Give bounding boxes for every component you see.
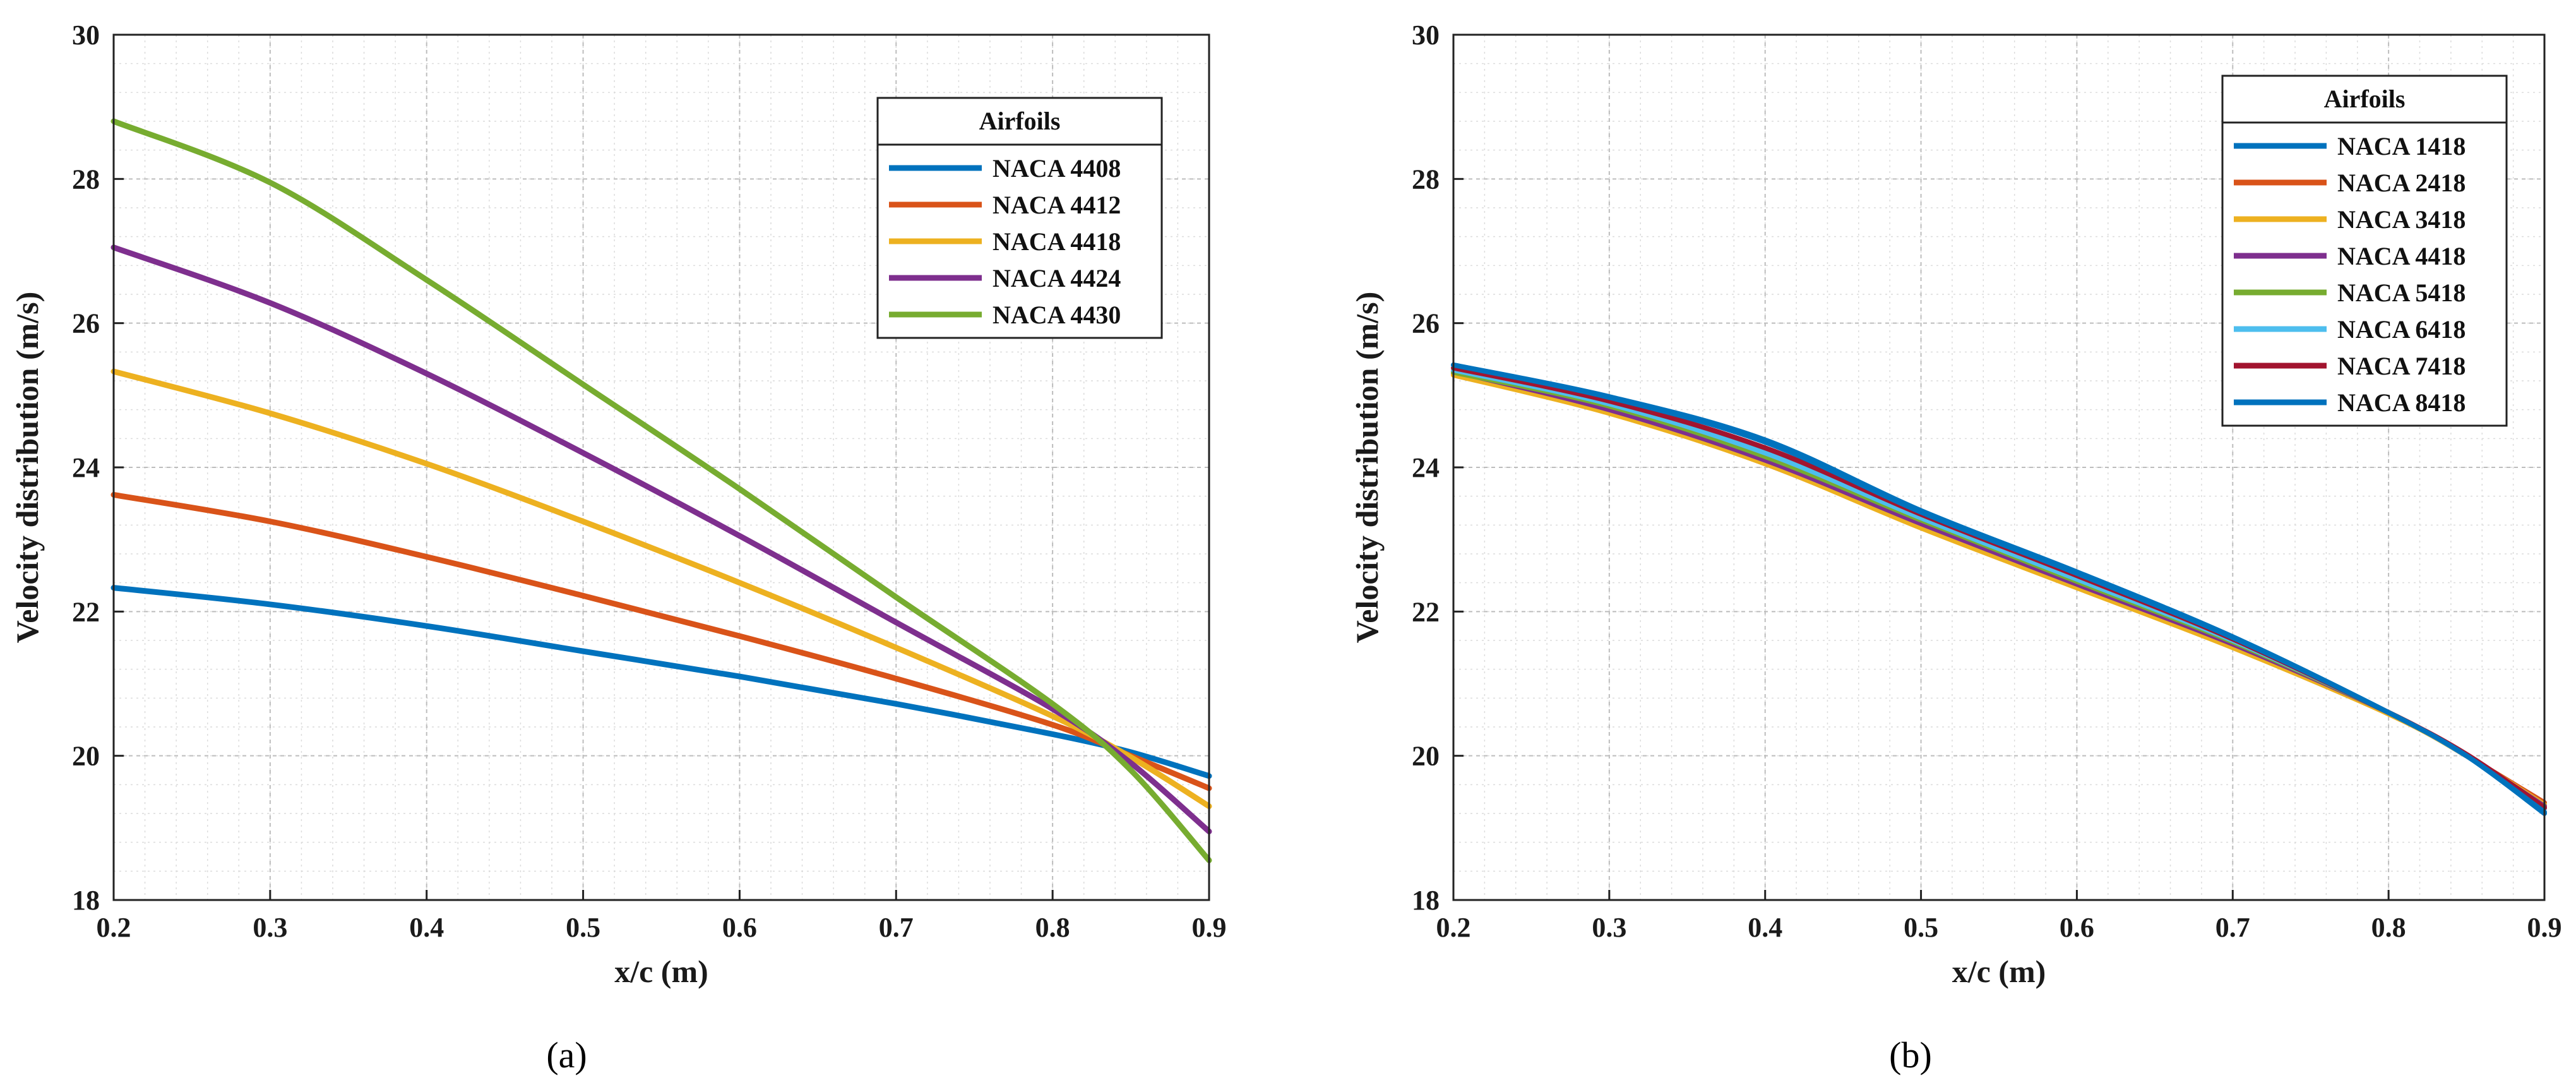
y-tick-label: 24 [72, 452, 100, 483]
x-tick-label: 0.3 [253, 912, 287, 943]
x-tick-label: 0.9 [1192, 912, 1227, 943]
panel-label: (a) [546, 1035, 587, 1076]
y-tick-label: 22 [72, 596, 100, 627]
legend-title: Airfoils [979, 107, 1061, 135]
x-axis-label: x/c (m) [614, 954, 708, 989]
y-axis-label: Velocity distribution (m/s) [1349, 292, 1385, 644]
x-tick-label: 0.4 [409, 912, 444, 943]
y-tick-label: 28 [72, 164, 100, 195]
legend-entry: NACA 4424 [993, 264, 1121, 292]
x-axis-label: x/c (m) [1952, 954, 2046, 989]
x-tick-label: 0.7 [2215, 912, 2250, 943]
y-axis-label: Velocity distribution (m/s) [9, 292, 45, 644]
x-tick-label: 0.4 [1748, 912, 1782, 943]
x-tick-label: 0.6 [722, 912, 757, 943]
x-tick-label: 0.7 [879, 912, 914, 943]
legend-entry: NACA 6418 [2337, 315, 2466, 344]
panel-label: (b) [1889, 1035, 1932, 1076]
chart-panel-a: 0.2 0.3 0.4 0.5 0.6 0.7 0.8 0.9 18 20 22 24 26 28 30 x/… [9, 20, 1227, 1076]
y-tick-label: 24 [1412, 452, 1440, 483]
y-tick-label: 30 [72, 20, 100, 51]
y-tick-label: 22 [1412, 596, 1440, 627]
legend-entry: NACA 2418 [2337, 169, 2466, 197]
y-tick-label: 20 [1412, 741, 1440, 772]
x-tick-label: 0.9 [2527, 912, 2562, 943]
x-tick-label: 0.8 [2371, 912, 2406, 943]
x-tick-label: 0.8 [1035, 912, 1070, 943]
y-tick-label: 18 [1412, 885, 1440, 916]
y-tick-label: 20 [72, 741, 100, 772]
series-line-naca-4408 [110, 585, 1212, 779]
y-tick-label: 26 [1412, 308, 1440, 339]
legend-entry: NACA 8418 [2337, 388, 2466, 417]
legend-entry: NACA 3418 [2337, 205, 2466, 234]
x-tick-label: 0.2 [97, 912, 131, 943]
legend-entry: NACA 5418 [2337, 279, 2466, 307]
legend-title: Airfoils [2324, 85, 2406, 113]
legend-entry: NACA 1418 [2337, 132, 2466, 160]
series-line-naca-4430 [110, 118, 1212, 863]
y-tick-label: 18 [72, 885, 100, 916]
y-tick-label: 30 [1412, 20, 1440, 51]
x-tick-label: 0.3 [1592, 912, 1626, 943]
legend-box [876, 97, 1163, 339]
legend-entry: NACA 7418 [2337, 352, 2466, 380]
chart-panel-b: 0.2 0.3 0.4 0.5 0.6 0.7 0.8 0.9 18 20 22 24 26 28 30 x/… [1349, 20, 2562, 1076]
x-tick-label: 0.6 [2060, 912, 2094, 943]
legend-entry: NACA 4418 [993, 227, 1121, 256]
series-line-naca-4412 [110, 491, 1212, 791]
y-tick-label: 26 [72, 308, 100, 339]
series-line-naca-8418 [1451, 362, 2547, 815]
y-tick-label: 28 [1412, 164, 1440, 195]
legend-entry: NACA 4408 [993, 154, 1121, 183]
x-tick-label: 0.5 [566, 912, 600, 943]
legend-entry: NACA 4430 [993, 301, 1121, 329]
x-tick-label: 0.5 [1904, 912, 1938, 943]
x-tick-label: 0.2 [1436, 912, 1471, 943]
legend-entry: NACA 4412 [993, 191, 1121, 219]
legend-entry: NACA 4418 [2337, 242, 2466, 270]
